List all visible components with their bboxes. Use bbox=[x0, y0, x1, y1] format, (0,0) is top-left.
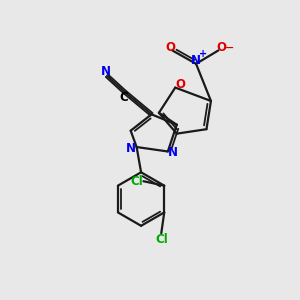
Text: N: N bbox=[100, 65, 110, 78]
Text: O: O bbox=[175, 77, 185, 91]
Text: O: O bbox=[216, 41, 226, 54]
Text: N: N bbox=[168, 146, 178, 160]
Text: C: C bbox=[119, 91, 128, 104]
Text: N: N bbox=[126, 142, 136, 155]
Text: N: N bbox=[191, 54, 201, 67]
Text: O: O bbox=[165, 41, 175, 54]
Text: Cl: Cl bbox=[130, 175, 143, 188]
Text: Cl: Cl bbox=[155, 233, 168, 246]
Text: +: + bbox=[199, 49, 207, 59]
Text: −: − bbox=[225, 43, 234, 52]
